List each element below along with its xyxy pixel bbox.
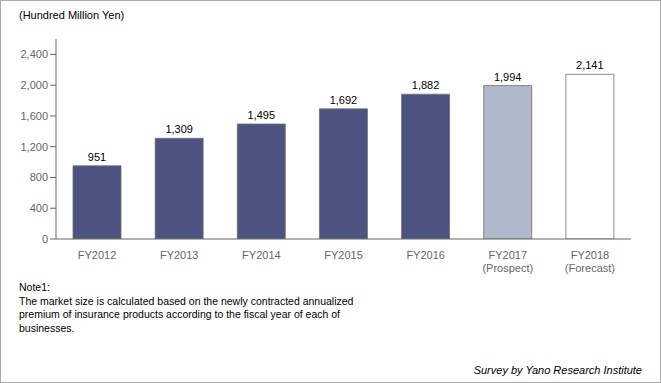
svg-text:1,495: 1,495 — [248, 109, 276, 121]
html-text:Note1:: Note1: — [19, 281, 50, 293]
html-text:The market size is calculated: The market size is calculated based on t… — [19, 294, 354, 307]
svg-text:FY2017(Prospect): FY2017(Prospect) — [482, 249, 533, 274]
html-text:Survey by Yano Research Instit: Survey by Yano Research Institute — [473, 364, 642, 376]
svg-text:1,309: 1,309 — [165, 123, 193, 135]
svg-text:2,400: 2,400 — [20, 48, 48, 60]
html-text:businesses.: businesses. — [19, 321, 75, 334]
svg-text:FY2012: FY2012 — [78, 249, 117, 261]
html-text:premium of insurance products: premium of insurance products according … — [19, 308, 340, 321]
svg-text:1,600: 1,600 — [20, 110, 48, 122]
svg-text:FY2015: FY2015 — [324, 249, 363, 261]
svg-text:2,141: 2,141 — [576, 59, 604, 71]
svg-text:1,200: 1,200 — [20, 141, 48, 153]
html-text:(Hundred Million Yen): (Hundred Million Yen) — [19, 9, 125, 21]
svg-text:1,692: 1,692 — [330, 94, 358, 106]
svg-text:2,000: 2,000 — [20, 79, 48, 91]
svg-text:800: 800 — [30, 171, 48, 183]
svg-text:FY2016: FY2016 — [406, 249, 445, 261]
svg-text:951: 951 — [88, 151, 106, 163]
svg-text:1,994: 1,994 — [494, 71, 522, 83]
svg-text:FY2013: FY2013 — [160, 249, 199, 261]
svg-text:400: 400 — [30, 202, 48, 214]
svg-text:1,882: 1,882 — [412, 79, 440, 91]
svg-text:FY2014: FY2014 — [242, 249, 281, 261]
svg-text:0: 0 — [42, 233, 48, 245]
svg-text:FY2018(Forecast): FY2018(Forecast) — [565, 249, 615, 274]
